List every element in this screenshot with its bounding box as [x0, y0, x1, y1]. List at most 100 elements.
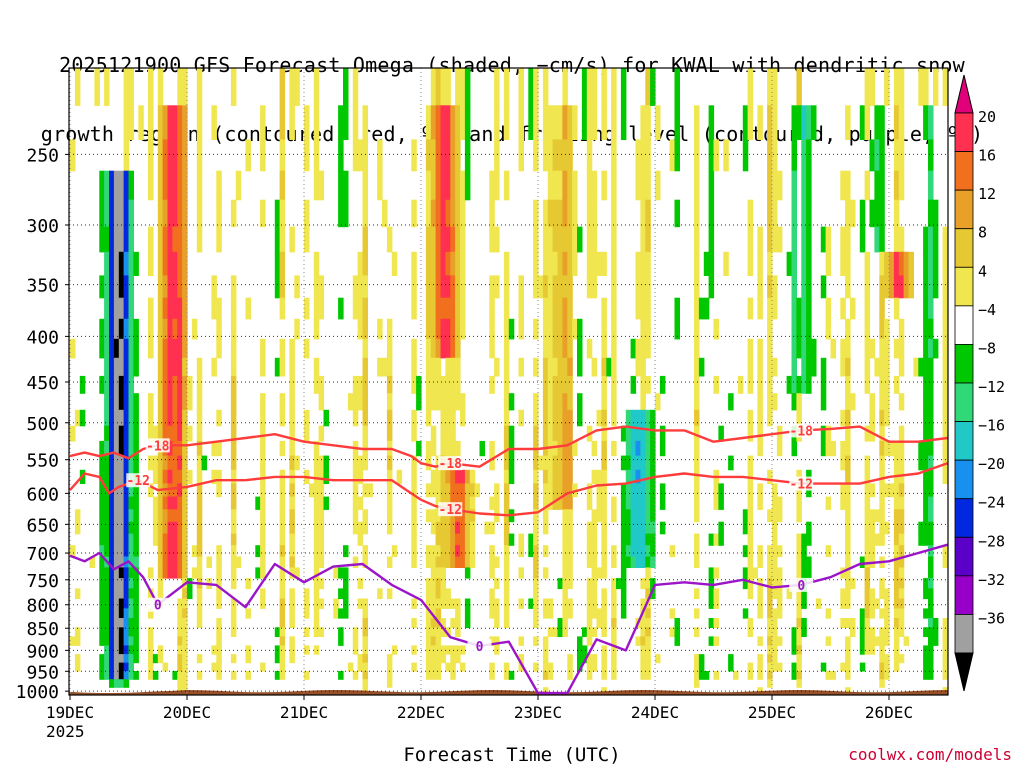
omega-cell: [289, 425, 295, 442]
omega-cell: [464, 521, 471, 535]
colorbar-segment: [954, 498, 974, 538]
omega-cell: [455, 608, 461, 619]
omega-cell: [172, 556, 178, 568]
omega-cell: [255, 496, 261, 510]
omega-cell: [591, 251, 598, 276]
omega-cell: [167, 483, 173, 498]
omega-cell: [928, 608, 934, 619]
omega-cell: [747, 483, 754, 498]
omega-cell: [318, 483, 325, 498]
omega-cell: [694, 654, 700, 664]
omega-cell: [620, 556, 627, 568]
omega-cell: [435, 251, 442, 276]
omega-cell: [601, 496, 607, 510]
omega-cell: [596, 409, 602, 427]
omega-cell: [630, 375, 637, 394]
omega-cell: [874, 636, 880, 646]
omega-cell: [338, 199, 344, 228]
omega-cell: [99, 318, 105, 340]
omega-cell: [148, 671, 154, 680]
omega-cell: [533, 455, 539, 471]
omega-cell: [733, 671, 739, 680]
omega-cell: [913, 357, 919, 377]
omega-cell: [182, 425, 188, 442]
omega-cell: [928, 509, 934, 523]
omega-cell: [196, 618, 203, 628]
omega-cell: [893, 618, 900, 628]
omega-cell: [503, 608, 510, 619]
omega-cell: [157, 318, 164, 340]
omega-cell: [245, 139, 251, 172]
omega-cell: [313, 598, 320, 609]
omega-cell: [362, 105, 368, 140]
omega-cell: [445, 251, 451, 276]
omega-cell: [313, 357, 320, 377]
omega-cell: [123, 68, 130, 106]
omega-cell: [669, 545, 676, 558]
omega-cell: [148, 425, 154, 442]
omega-cell: [840, 455, 846, 471]
omega-cell: [109, 636, 115, 646]
terrain-strip: [69, 690, 948, 695]
y-tick-label: 550: [26, 451, 59, 472]
omega-cell: [182, 199, 188, 228]
omega-cell: [123, 440, 130, 457]
omega-cell: [445, 170, 451, 201]
omega-cell: [216, 662, 222, 672]
omega-cell: [440, 627, 446, 637]
omega-cell: [645, 598, 651, 609]
omega-cell: [903, 251, 910, 276]
omega-cell: [518, 409, 524, 427]
omega-cell: [694, 627, 700, 637]
omega-cell: [586, 338, 593, 359]
omega-cell: [796, 598, 802, 609]
omega-cell: [879, 533, 885, 546]
omega-cell: [674, 627, 680, 637]
omega-cell: [567, 338, 573, 359]
omega-cell: [635, 297, 641, 320]
omega-cell: [591, 521, 598, 535]
omega-cell: [172, 297, 178, 320]
omega-cell: [279, 440, 286, 457]
omega-cell: [796, 567, 802, 579]
omega-cell: [464, 509, 471, 523]
omega-cell: [167, 199, 173, 228]
omega-cell: [601, 645, 607, 655]
omega-cell: [460, 105, 466, 140]
omega-cell: [74, 509, 81, 523]
omega-cell: [279, 409, 286, 427]
omega-cell: [362, 455, 368, 471]
omega-cell: [489, 226, 495, 253]
omega-cell: [109, 393, 115, 411]
omega-cell: [494, 68, 500, 106]
omega-cell: [455, 440, 461, 457]
omega-cell: [577, 636, 583, 646]
omega-cell: [635, 170, 641, 201]
omega-cell: [435, 588, 442, 600]
omega-cell: [747, 671, 754, 680]
credit-link[interactable]: coolwx.com/models: [848, 745, 1012, 764]
omega-cell: [133, 636, 139, 646]
omega-cell: [567, 440, 573, 457]
omega-cell: [118, 409, 125, 427]
omega-cell: [440, 251, 446, 276]
omega-cell: [230, 275, 237, 299]
omega-cell: [172, 509, 178, 523]
contour-label-bg: [789, 423, 814, 438]
omega-cell: [577, 409, 583, 427]
omega-cell: [503, 556, 510, 568]
omega-cell: [591, 627, 598, 637]
omega-cell: [352, 556, 359, 568]
omega-cell: [879, 496, 885, 510]
omega-cell: [425, 545, 432, 558]
omega-cell: [162, 469, 169, 484]
omega-cell: [503, 618, 510, 628]
omega-cell: [177, 375, 183, 394]
omega-cell: [562, 425, 568, 442]
omega-cell: [640, 393, 646, 411]
omega-cell: [898, 578, 905, 590]
omega-cell: [645, 275, 651, 299]
omega-cell: [923, 671, 929, 680]
omega-cell: [884, 608, 890, 619]
omega-cell: [450, 226, 456, 253]
